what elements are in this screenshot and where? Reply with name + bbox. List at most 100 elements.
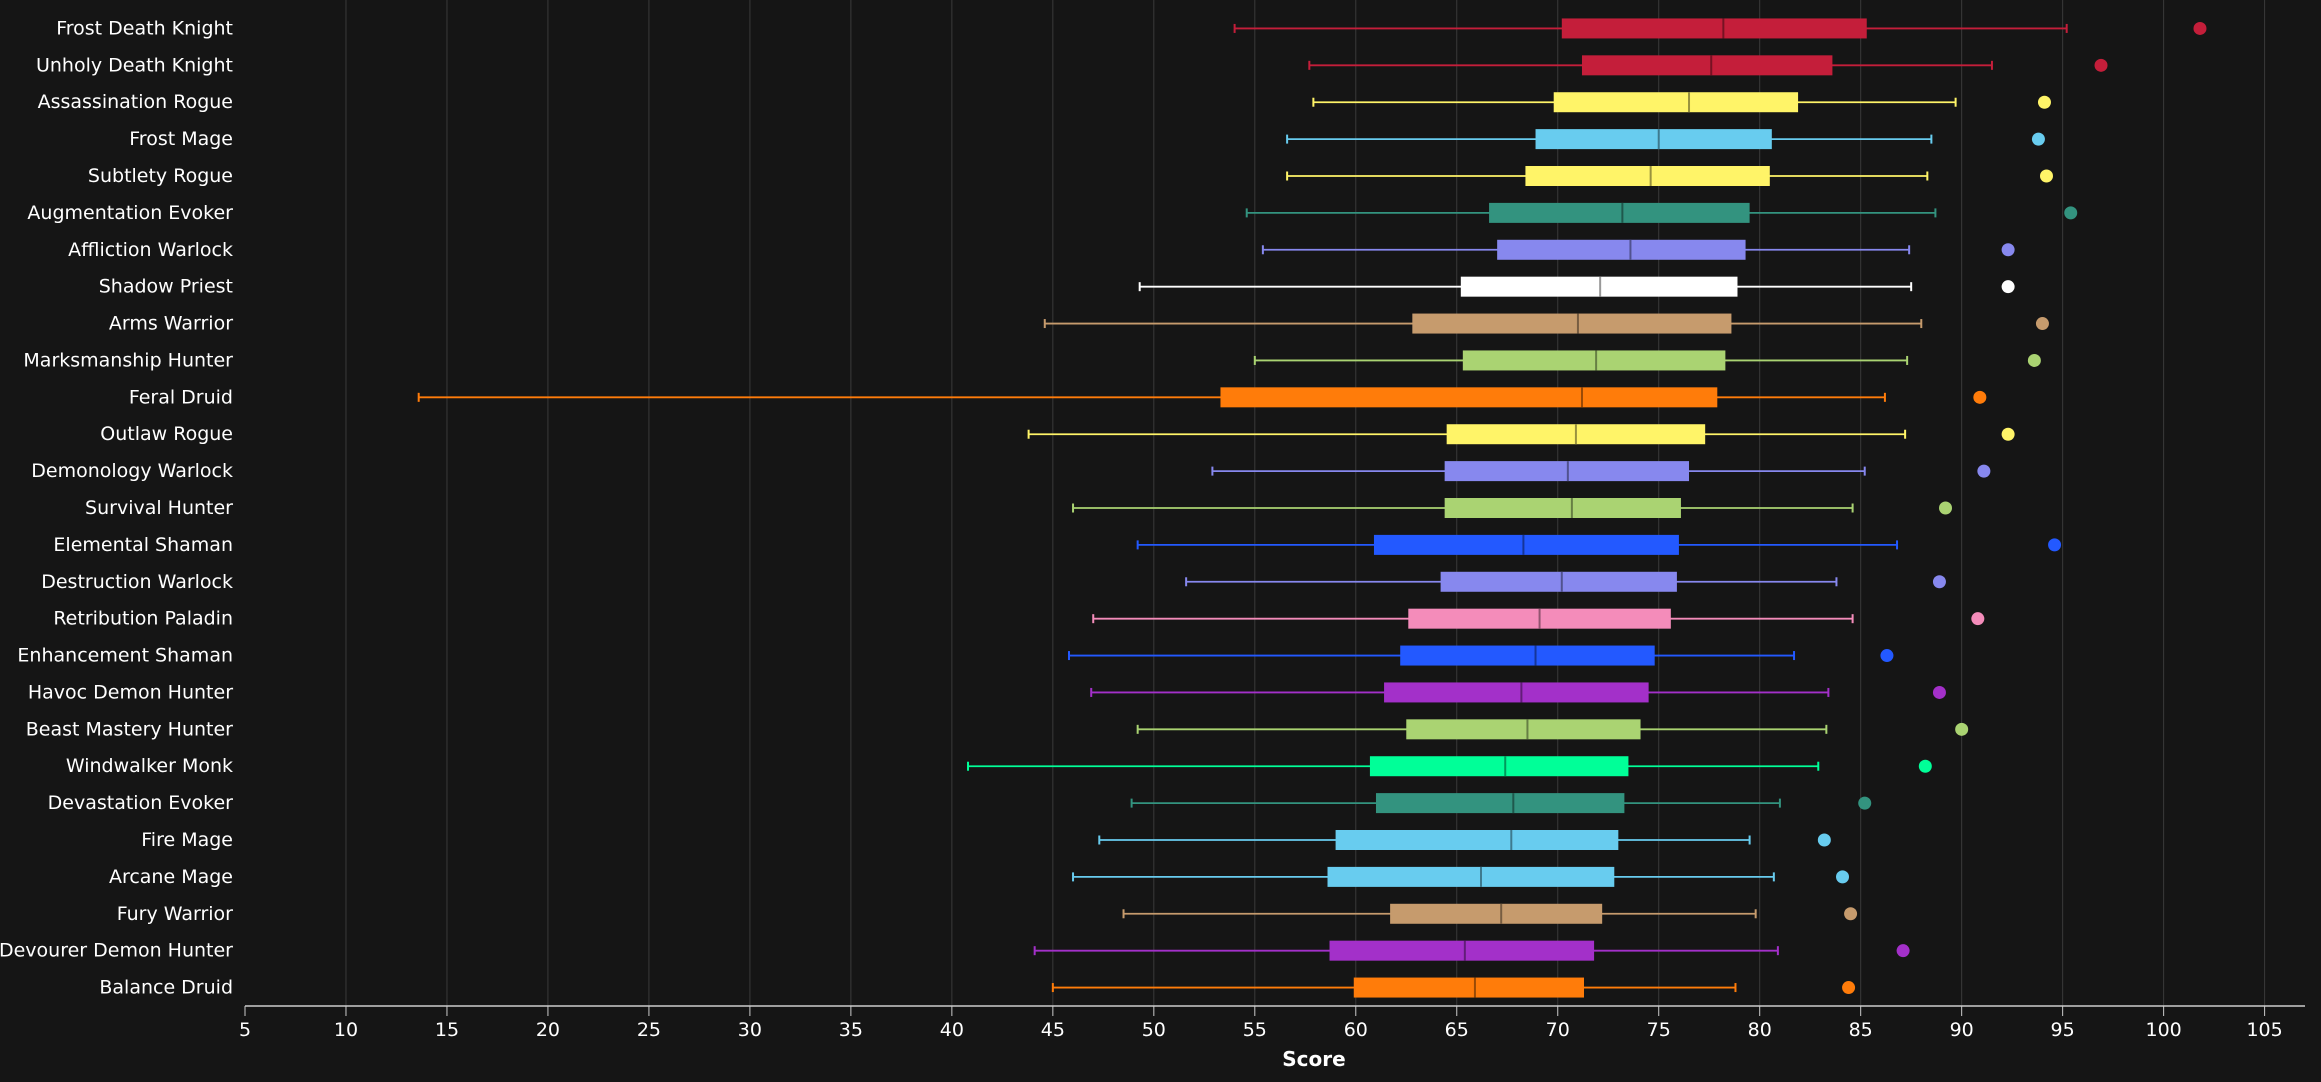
x-tick-label: 70 <box>1546 1019 1570 1041</box>
outlier-point <box>2039 169 2053 183</box>
x-tick-label: 5 <box>239 1019 251 1041</box>
box-series-row <box>1072 498 1953 518</box>
category-label: Subtlety Rogue <box>88 165 233 187</box>
category-label: Devastation Evoker <box>48 792 234 814</box>
iqr-box <box>1535 129 1772 150</box>
outlier-point <box>2027 353 2041 367</box>
category-label: Balance Druid <box>99 977 233 999</box>
category-label: Arms Warrior <box>109 313 233 335</box>
category-label: Beast Mastery Hunter <box>26 718 233 740</box>
outlier-point <box>1817 833 1831 847</box>
x-tick-label: 35 <box>839 1019 863 1041</box>
category-label: Windwalker Monk <box>66 755 233 777</box>
box-series-row <box>1027 424 2015 445</box>
box-series-row <box>1136 534 2062 555</box>
iqr-box <box>1444 461 1690 482</box>
outlier-point <box>1858 796 1872 810</box>
outlier-point <box>1844 907 1858 921</box>
iqr-box <box>1460 276 1738 297</box>
iqr-box <box>1327 866 1615 887</box>
category-label: Fury Warrior <box>117 903 233 925</box>
iqr-box <box>1406 719 1641 740</box>
outlier-point <box>1973 390 1987 404</box>
outlier-point <box>2193 21 2207 35</box>
outlier-point <box>2001 243 2015 257</box>
iqr-box <box>1390 903 1603 924</box>
outlier-point <box>2035 317 2049 331</box>
x-tick-label: 60 <box>1344 1019 1368 1041</box>
box-series-row <box>1051 977 1856 998</box>
iqr-box <box>1400 645 1655 666</box>
box-series-row <box>1312 92 2051 113</box>
outlier-point <box>1939 501 1953 515</box>
outlier-point <box>1842 981 1856 995</box>
x-tick-label: 95 <box>2051 1019 2075 1041</box>
iqr-box <box>1462 350 1726 371</box>
x-tick-label: 25 <box>637 1019 661 1041</box>
box-series-row <box>1286 129 2045 150</box>
iqr-box <box>1581 55 1833 76</box>
category-label: Feral Druid <box>129 386 233 408</box>
box-series-row <box>1033 940 1910 961</box>
iqr-box <box>1220 387 1718 408</box>
iqr-box <box>1444 498 1681 518</box>
grid-lines <box>345 0 2266 1006</box>
x-tick-label: 90 <box>1950 1019 1974 1041</box>
iqr-box <box>1525 166 1770 186</box>
category-label: Assassination Rogue <box>38 91 233 113</box>
category-label: Marksmanship Hunter <box>23 349 233 371</box>
category-label: Augmentation Evoker <box>27 202 233 224</box>
category-label: Outlaw Rogue <box>100 423 233 445</box>
x-axis: 5 10 15 20 25 30 35 40 45 50 55 60 65 70 75 80 85 90 95 100… <box>239 1005 2305 1041</box>
category-labels: Frost Death Knight Unholy Death Knight Ass… <box>0 17 233 998</box>
category-label: Shadow Priest <box>99 276 233 298</box>
iqr-box <box>1384 682 1649 703</box>
category-label: Havoc Demon Hunter <box>28 681 233 703</box>
outlier-point <box>2064 206 2078 220</box>
outlier-point <box>1932 685 1946 699</box>
x-tick-label: 30 <box>738 1019 762 1041</box>
box-series-row <box>1130 793 1872 814</box>
iqr-box <box>1329 940 1595 961</box>
iqr-box <box>1553 92 1799 113</box>
x-tick-label: 20 <box>536 1019 560 1041</box>
category-label: Affliction Warlock <box>68 239 233 261</box>
x-tick-label: 85 <box>1849 1019 1873 1041</box>
box-series-row <box>1245 202 2078 223</box>
x-tick-label: 45 <box>1041 1019 1065 1041</box>
outlier-point <box>2037 95 2051 109</box>
box-series-row <box>1043 313 2049 334</box>
category-label: Devourer Demon Hunter <box>0 940 233 962</box>
outlier-point <box>1896 944 1910 958</box>
outlier-point <box>2001 280 2015 294</box>
iqr-box <box>1335 830 1619 850</box>
outlier-point <box>1918 759 1932 773</box>
outlier-point <box>1932 575 1946 589</box>
iqr-box <box>1369 756 1629 777</box>
x-tick-label: 55 <box>1243 1019 1267 1041</box>
outlier-point <box>2094 58 2108 72</box>
box-series-row <box>1090 682 1946 703</box>
x-tick-label: 105 <box>2246 1019 2282 1041</box>
box-series-row <box>1138 276 2015 297</box>
box-series-row <box>1211 461 1991 482</box>
category-label: Frost Mage <box>129 128 233 150</box>
x-tick-label: 50 <box>1142 1019 1166 1041</box>
category-label: Frost Death Knight <box>56 17 233 39</box>
iqr-box <box>1412 313 1732 334</box>
box-series-row <box>1072 866 1850 887</box>
iqr-box <box>1497 239 1746 260</box>
x-axis-title: Score <box>1282 1047 1345 1071</box>
outlier-point <box>1836 870 1850 884</box>
category-label: Elemental Shaman <box>53 534 233 556</box>
box-series-row <box>1286 166 2053 186</box>
box-series-row <box>1068 645 1894 666</box>
box-series-row <box>967 756 1932 777</box>
iqr-box <box>1373 534 1679 555</box>
category-label: Demonology Warlock <box>31 460 233 482</box>
x-tick-label: 40 <box>940 1019 964 1041</box>
category-label: Fire Mage <box>141 829 233 851</box>
iqr-box <box>1440 571 1677 592</box>
